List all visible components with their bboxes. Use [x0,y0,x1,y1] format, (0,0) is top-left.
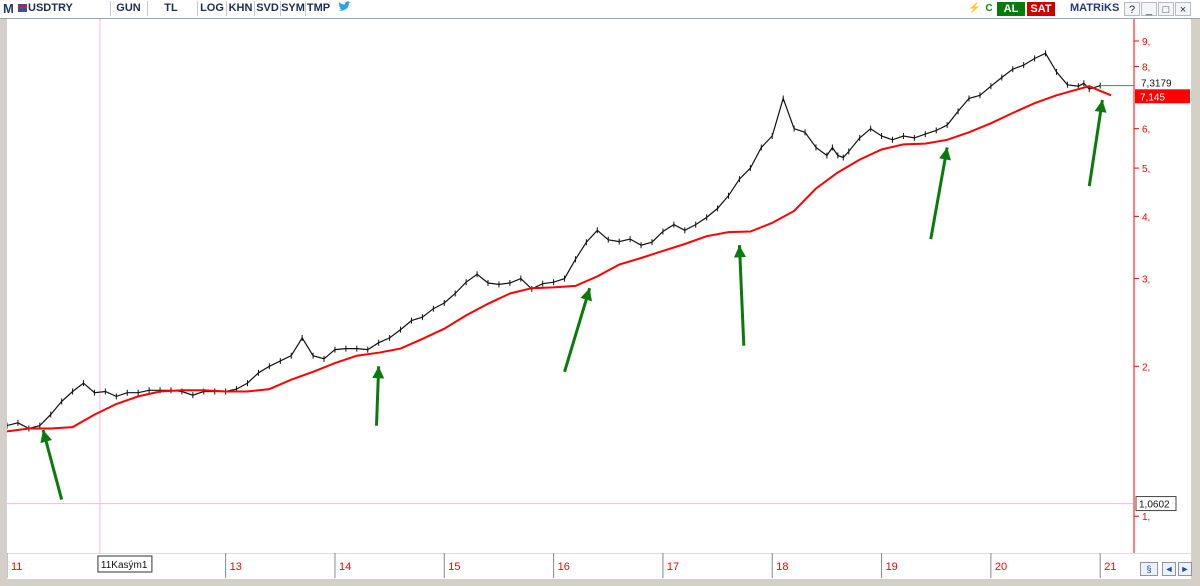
chart-area[interactable]: 1, 2, 3, 4, 5, 6, 8, 9, 7,3179 7,145 1,0602 [6,19,1191,553]
close-button[interactable]: × [1175,2,1191,16]
currency-button[interactable]: TL [147,1,194,16]
price-chart[interactable]: 1, 2, 3, 4, 5, 6, 8, 9, 7,3179 7,145 1,0602 [6,19,1191,553]
khn-button[interactable]: KHN [226,1,254,16]
ma-value-label: 7,145 [1140,92,1165,103]
signal-arrow [1087,99,1104,187]
y-tick-label: 6, [1142,125,1150,136]
x-tick-label: 19 [886,561,898,573]
signal-arrowhead [733,245,746,258]
moving-average-line [6,85,1112,433]
x-tick-label: 16 [558,561,570,573]
crosshair-value-box [1135,496,1177,512]
symbol-label: USDTRY [28,2,73,14]
x-axis: 11 13 14 15 16 17 18 19 20 21 11Kasým1 [6,552,1191,579]
signal-arrowhead [580,288,592,302]
crosshair-value-label: 1,0602 [1139,500,1170,511]
x-tick-label: 11 [11,561,22,573]
log-button[interactable]: LOG [197,1,226,16]
app-menu-icon[interactable]: M [3,1,14,16]
ma-value-box [1135,89,1190,104]
sell-button[interactable]: SAT [1027,2,1055,16]
minimize-button[interactable]: _ [1141,2,1157,16]
signal-arrow [41,429,64,500]
signal-arrowhead [372,366,385,379]
symbol-selector[interactable]: USDTRY [16,1,109,16]
y-tick-label: 3, [1142,275,1150,286]
x-tick-label: 20 [995,561,1007,573]
crosshair-date-label: 11Kasým1 [101,560,148,571]
maximize-button[interactable]: □ [1158,2,1174,16]
x-tick-label: 21 [1104,561,1116,573]
price-series-line [6,52,1101,430]
signal-arrow [737,245,746,346]
brand-logo: MATRiKS [1070,2,1120,14]
signal-arrow [563,287,592,373]
x-tick-label: 18 [776,561,788,573]
x-axis-svg: 11 13 14 15 16 17 18 19 20 21 11Kasým1 [6,552,1191,578]
x-tick-label: 14 [339,561,351,573]
left-gutter [0,19,7,553]
y-tick-label: 4, [1142,212,1150,223]
help-button[interactable]: ? [1124,2,1140,16]
refresh-icon[interactable]: C [985,3,993,14]
buy-button[interactable]: AL [997,2,1025,16]
right-gutter [1191,19,1200,553]
signal-arrowhead [1094,100,1107,113]
last-price-label: 7,3179 [1141,79,1172,90]
period-button[interactable]: GUN [110,1,146,16]
x-tick-label: 13 [230,561,242,573]
x-tick-label: 17 [667,561,679,573]
y-tick-label: 1, [1142,512,1150,523]
scroll-left-icon[interactable]: ◄ [1162,562,1176,576]
y-tick-label: 5, [1142,164,1150,175]
signal-arrowhead [939,147,951,161]
signal-arrowhead [40,429,52,444]
twitter-icon[interactable] [337,1,357,16]
scroll-right-icon[interactable]: ► [1178,562,1192,576]
y-tick-label: 9, [1142,37,1150,48]
scroll-mode-icon[interactable]: § [1140,562,1158,576]
crosshair-date-box [97,555,153,573]
y-tick-label: 2, [1142,362,1150,373]
x-tick-label: 15 [448,561,460,573]
sym-button[interactable]: SYM [280,1,305,16]
signal-arrow [929,147,949,240]
tmp-button[interactable]: TMP [305,1,331,16]
lightning-icon[interactable]: ⚡ [968,3,981,14]
svd-button[interactable]: SVD [254,1,280,16]
flag-icon [18,4,27,12]
chart-toolbar: M USDTRY GUN TL LOG KHN SVD SYM TMP ⚡ C … [0,0,1200,19]
y-tick-label: 8, [1142,62,1150,73]
